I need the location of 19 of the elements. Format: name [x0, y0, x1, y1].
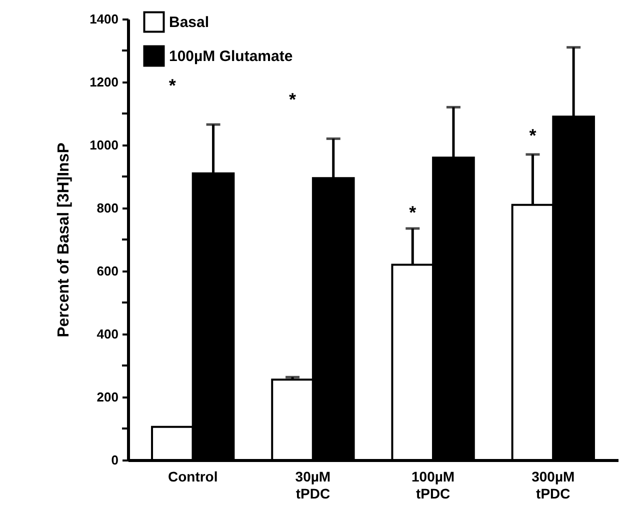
annotation: * [529, 125, 536, 146]
y-tick-label: 1200 [90, 74, 118, 90]
y-tick-label: 0 [111, 452, 118, 468]
annotation: * [168, 76, 176, 96]
annotation: * [289, 90, 296, 110]
legend-label: 100µM Glutamate [169, 48, 293, 65]
y-tick-label: 800 [96, 200, 118, 216]
legend-label: Basal [169, 14, 210, 31]
y-tick-label: 400 [96, 326, 118, 342]
y-tick-label: 1000 [90, 138, 118, 152]
x-tick-label: 100µM tPDC [412, 468, 455, 502]
y-tick-label: 1400 [90, 12, 118, 26]
x-tick-label: 300µM tPDC [532, 468, 575, 502]
x-tick-label: Control [168, 468, 218, 484]
annotation: * [409, 202, 416, 223]
y-tick-label: 200 [96, 390, 118, 404]
x-tick-label: 30µM tPDC [295, 468, 331, 502]
y-axis-title: Percent of Basal [3H]InsP [56, 142, 73, 338]
y-tick-label: 600 [96, 264, 118, 278]
